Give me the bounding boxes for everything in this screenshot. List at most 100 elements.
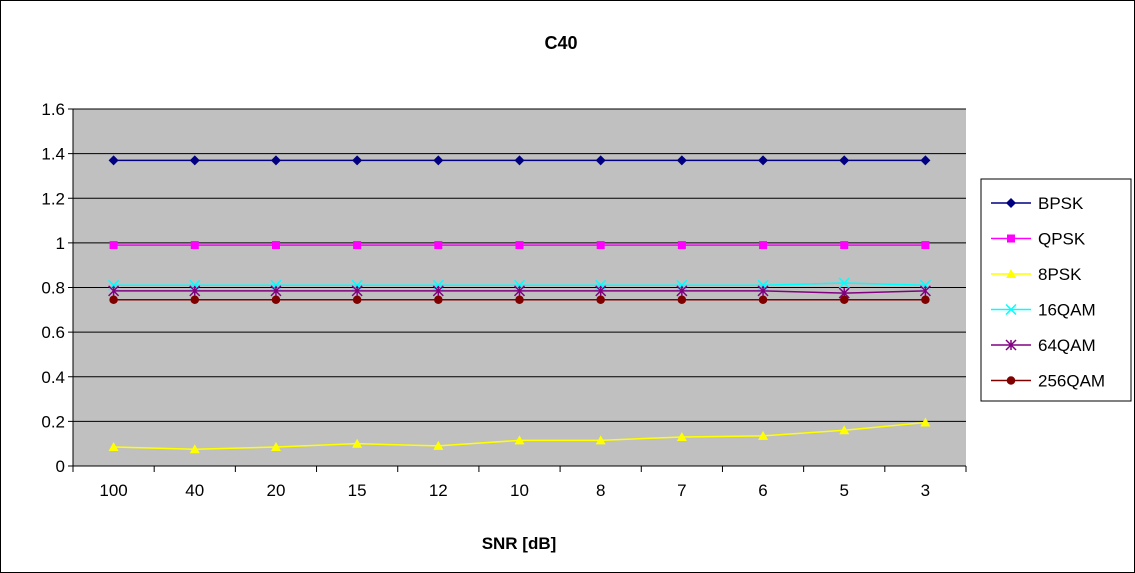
legend-item-64qam: 64QAM (991, 336, 1096, 355)
y-tick-label: 0.4 (41, 368, 65, 387)
data-point (190, 241, 199, 250)
y-tick-label: 1.6 (41, 100, 65, 119)
series-64qam (108, 285, 931, 299)
data-point (676, 285, 688, 297)
data-point (108, 155, 119, 166)
data-point (189, 444, 200, 454)
data-point (270, 442, 281, 452)
legend-swatch-marker (1006, 269, 1016, 278)
series-256qam (109, 295, 930, 305)
data-point (190, 295, 200, 305)
data-point (839, 295, 849, 305)
data-point (595, 435, 606, 445)
legend-swatch-marker (1005, 339, 1017, 351)
x-tick-label: 5 (839, 481, 848, 500)
data-point (515, 241, 524, 250)
data-point (433, 155, 444, 166)
marker-stroke (351, 279, 363, 291)
series-layer (108, 155, 931, 454)
legend-label: QPSK (1038, 230, 1086, 249)
data-point (270, 279, 282, 291)
data-point (838, 277, 850, 289)
data-point (433, 440, 444, 450)
data-point (351, 285, 363, 297)
legend: BPSK QPSK 8PSK 16QAM 64QAM 256QAM (980, 178, 1132, 402)
data-point (189, 155, 200, 166)
x-axis-title: SNR [dB] (482, 534, 557, 553)
data-point (189, 285, 201, 297)
legend-item-qpsk: QPSK (991, 230, 1086, 249)
marker-stroke (513, 279, 526, 291)
marker-stroke (838, 277, 850, 289)
marker-stroke (676, 279, 688, 291)
legend-items: BPSK QPSK 8PSK 16QAM 64QAM 256QAM (991, 194, 1105, 391)
data-point (919, 279, 931, 291)
data-point (921, 295, 930, 305)
data-point (513, 285, 526, 297)
y-tick-label: 1.4 (41, 145, 65, 164)
data-point (434, 295, 443, 305)
marker-stroke (270, 279, 282, 291)
data-point (108, 279, 120, 291)
series-qpsk (109, 241, 930, 250)
data-point (432, 285, 444, 297)
data-point (596, 295, 605, 305)
data-point (351, 279, 363, 291)
data-point (677, 295, 687, 305)
x-tick-label: 20 (266, 481, 285, 500)
y-tick-label: 0.8 (41, 279, 65, 298)
data-point (108, 442, 119, 452)
legend-item-16qam: 16QAM (991, 301, 1096, 320)
legend-label: 16QAM (1038, 301, 1096, 320)
data-point (676, 431, 687, 441)
data-point (920, 417, 931, 427)
legend-label: 8PSK (1038, 265, 1082, 284)
data-point (919, 285, 931, 297)
marker-stroke (189, 279, 201, 291)
x-tick-label: 40 (185, 481, 204, 500)
data-point (270, 285, 282, 297)
data-point (758, 295, 768, 305)
legend-item-8psk: 8PSK (991, 265, 1082, 284)
series-8psk (108, 417, 931, 454)
x-tick-label: 6 (758, 481, 767, 500)
marker-stroke (432, 279, 444, 291)
data-point (189, 279, 201, 291)
data-point (353, 241, 362, 250)
data-point (758, 430, 769, 440)
data-point (352, 295, 362, 305)
data-point (595, 285, 607, 297)
data-point (434, 241, 443, 250)
series-bpsk (108, 155, 931, 166)
legend-item-bpsk: BPSK (991, 194, 1084, 213)
data-point (352, 155, 363, 166)
data-point (515, 295, 524, 305)
data-point (271, 241, 280, 250)
y-tick-label: 1.2 (41, 189, 65, 208)
data-point (676, 155, 687, 166)
legend-swatch-marker (1006, 198, 1016, 208)
legend-swatch-marker (1005, 303, 1017, 316)
data-point (109, 295, 118, 305)
data-point (759, 241, 768, 250)
chart-title: C40 (544, 33, 577, 53)
data-point (758, 155, 769, 166)
data-point (840, 241, 849, 250)
marker-stroke (595, 279, 607, 291)
data-point (432, 279, 444, 291)
legend-item-256qam: 256QAM (991, 372, 1105, 391)
series-16qam (108, 277, 931, 291)
x-tick-label: 7 (677, 481, 686, 500)
marker-stroke (757, 279, 769, 291)
y-tick-label: 0.6 (41, 323, 65, 342)
y-tick-label: 1 (56, 234, 65, 253)
marker-stroke (108, 279, 120, 291)
data-point (514, 435, 525, 445)
data-point (270, 155, 281, 166)
data-point (596, 241, 605, 250)
legend-label: 64QAM (1038, 336, 1096, 355)
marker-stroke (1005, 303, 1017, 316)
y-tick-label: 0 (56, 457, 65, 476)
data-point (595, 155, 606, 166)
